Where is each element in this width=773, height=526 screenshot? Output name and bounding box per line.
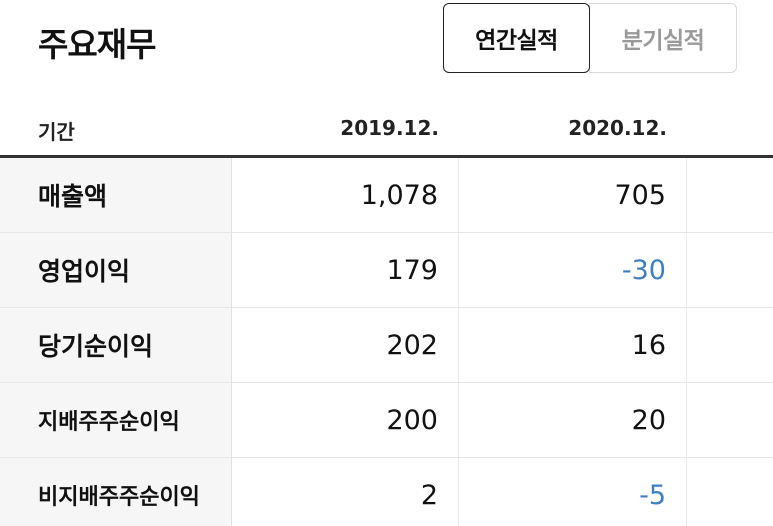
header-divider bbox=[0, 155, 773, 158]
row-label: 지배주주순이익 bbox=[0, 383, 232, 457]
column-header-2020: 2020.12. bbox=[568, 116, 667, 140]
tab-quarterly[interactable]: 분기실적 bbox=[589, 3, 737, 73]
table-header: 기간 2019.12. 2020.12. bbox=[0, 96, 773, 158]
cell-2019: 202 bbox=[232, 308, 459, 382]
tab-annual[interactable]: 연간실적 bbox=[443, 3, 590, 73]
section-title: 주요재무 bbox=[38, 25, 156, 64]
cell-2019: 179 bbox=[232, 233, 459, 307]
table-row-noncontrolling-net-income: 비지배주주순이익 2 -5 bbox=[0, 458, 773, 526]
row-label: 매출액 bbox=[0, 158, 232, 232]
section-header: 주요재무 연간실적 분기실적 bbox=[0, 0, 773, 90]
column-header-2019: 2019.12. bbox=[340, 116, 439, 140]
table-row-revenue: 매출액 1,078 705 bbox=[0, 158, 773, 233]
cell-2020: 16 bbox=[459, 308, 687, 382]
row-label: 비지배주주순이익 bbox=[0, 458, 232, 526]
cell-2019: 2 bbox=[232, 458, 459, 526]
table-row-controlling-net-income: 지배주주순이익 200 20 bbox=[0, 383, 773, 458]
table-row-operating-profit: 영업이익 179 -30 bbox=[0, 233, 773, 308]
row-label: 당기순이익 bbox=[0, 308, 232, 382]
column-header-period: 기간 bbox=[38, 120, 75, 144]
table-row-net-income: 당기순이익 202 16 bbox=[0, 308, 773, 383]
cell-2020: 705 bbox=[459, 158, 687, 232]
financial-table: 매출액 1,078 705 영업이익 179 -30 당기순이익 202 16 … bbox=[0, 158, 773, 526]
cell-2020: 20 bbox=[459, 383, 687, 457]
cell-2019: 1,078 bbox=[232, 158, 459, 232]
cell-2020: -30 bbox=[459, 233, 687, 307]
cell-2019: 200 bbox=[232, 383, 459, 457]
row-label: 영업이익 bbox=[0, 233, 232, 307]
cell-2020: -5 bbox=[459, 458, 687, 526]
